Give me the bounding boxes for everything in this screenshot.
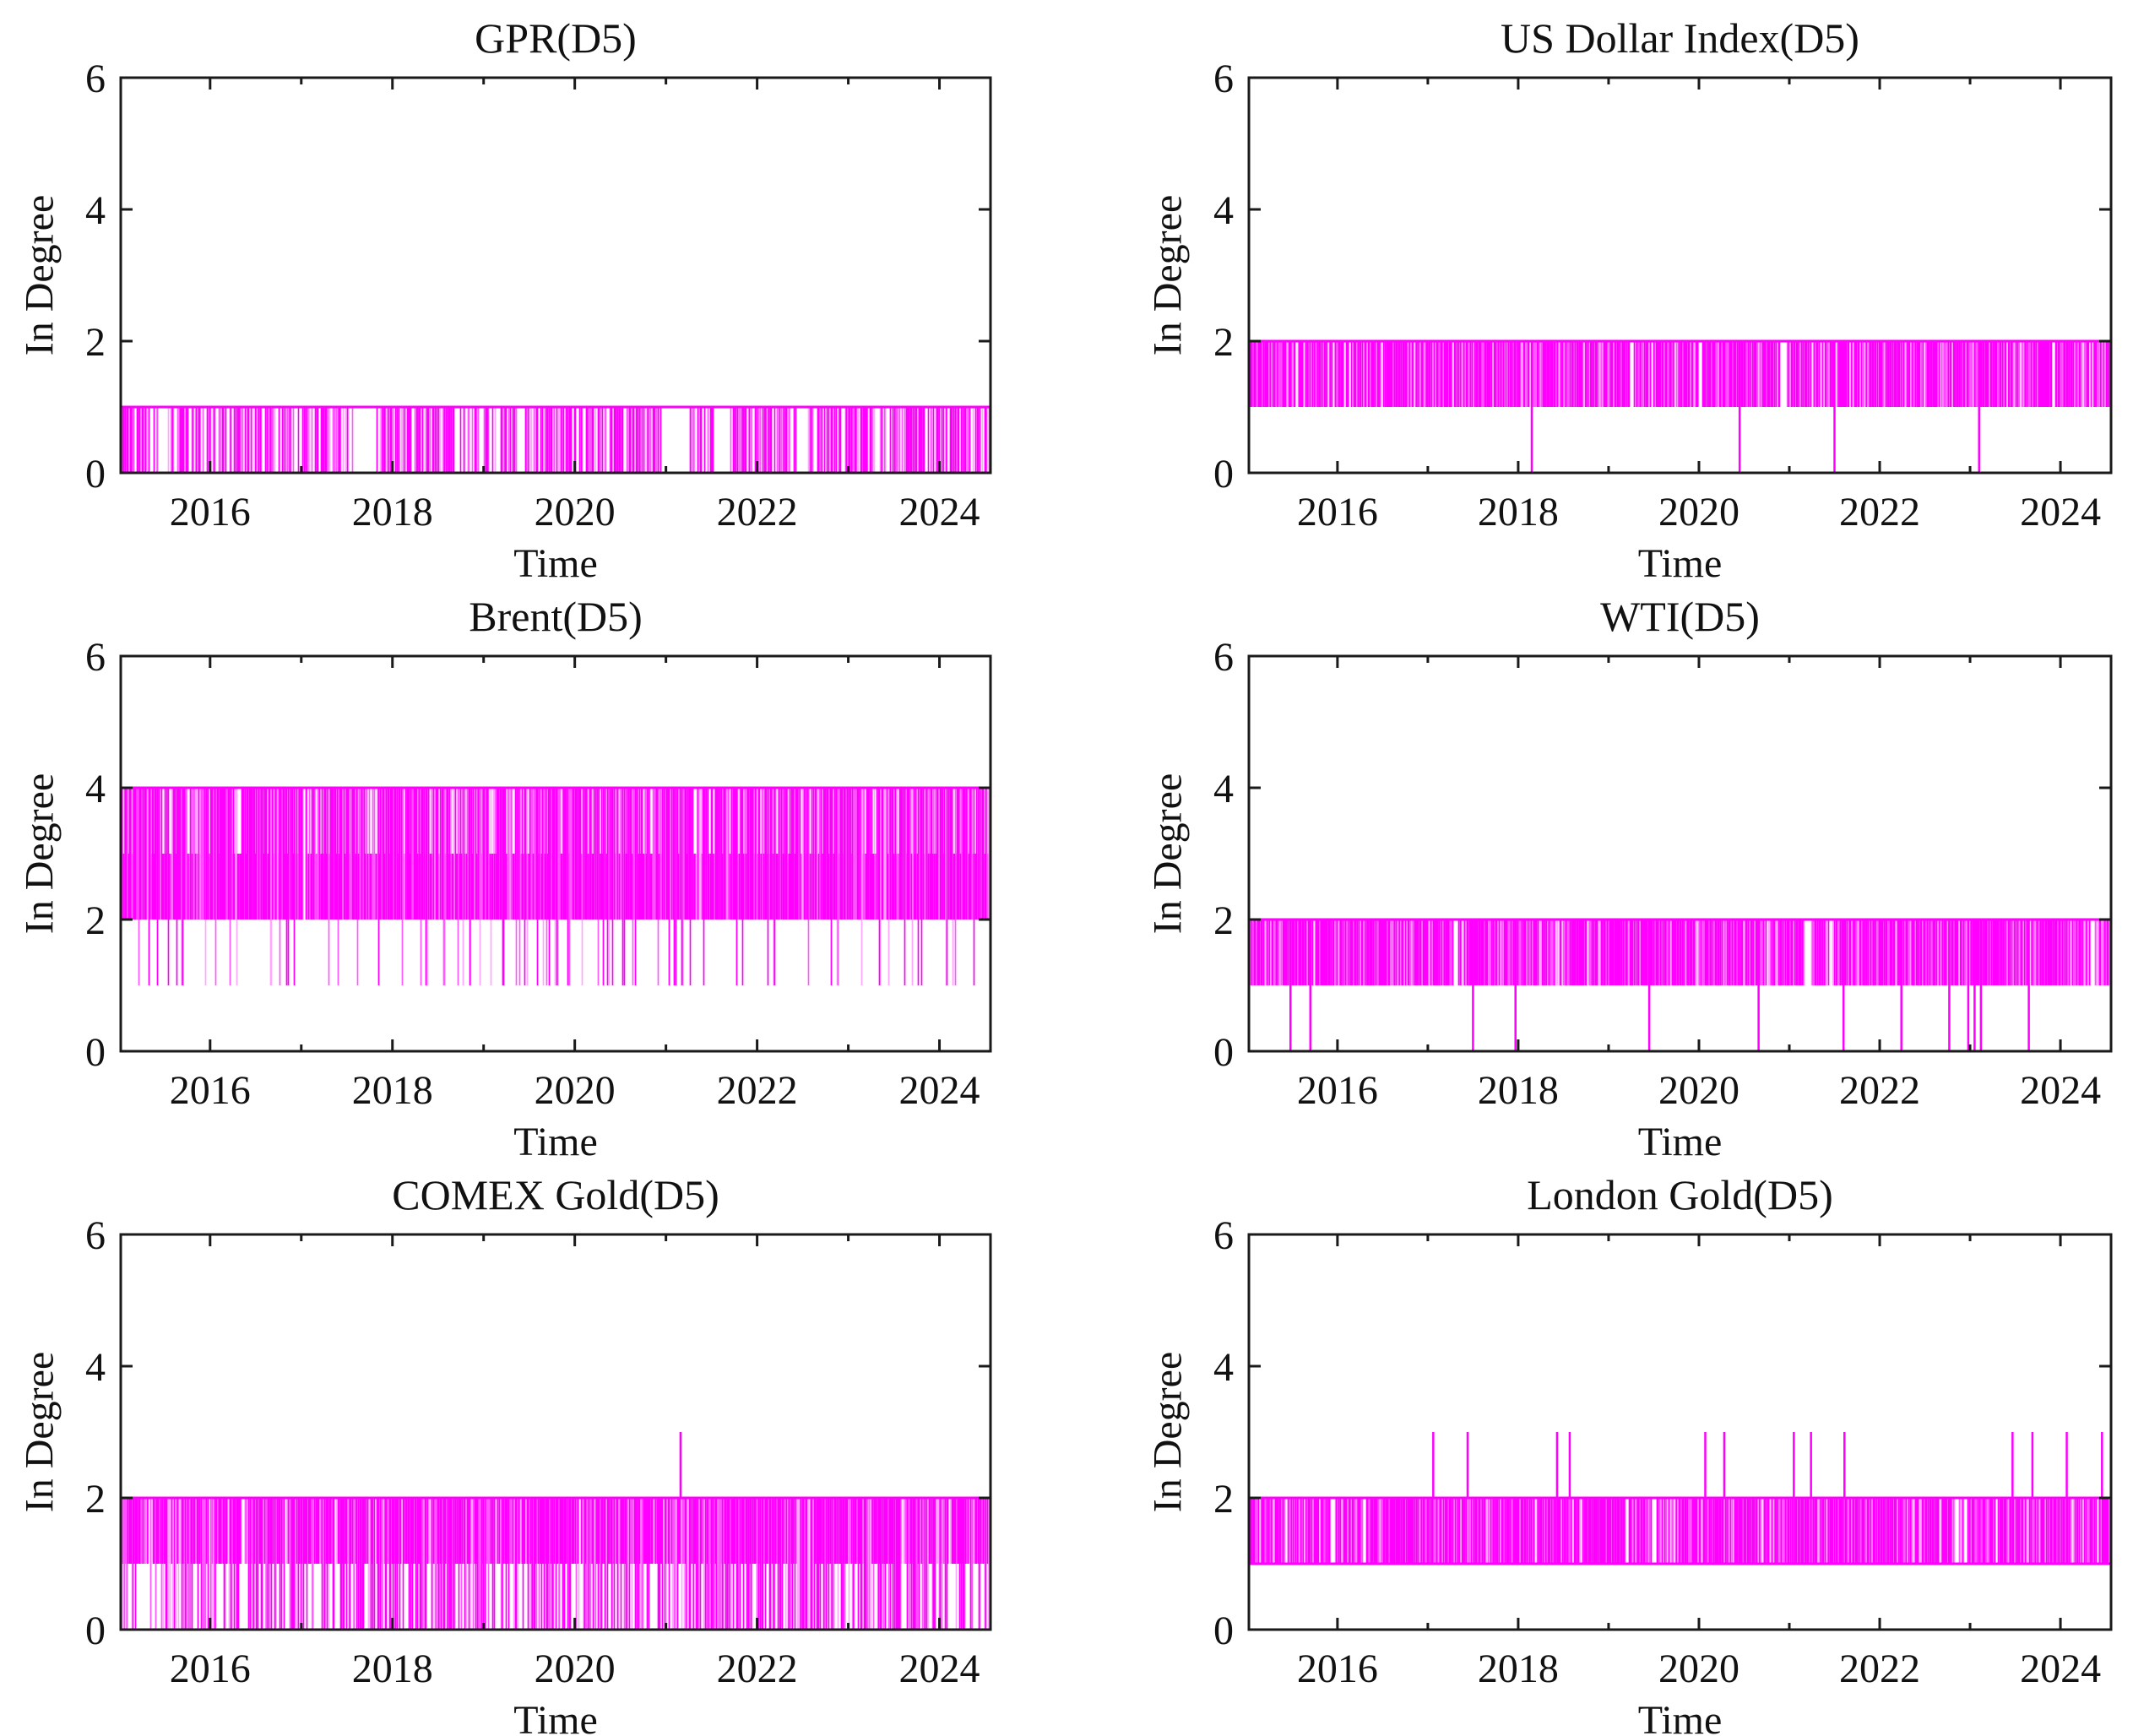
x-tick-label: 2022 [717,1646,798,1691]
plot-canvas-brent: 2016 2018 2020 2022 2024 0 2 4 6 [85,635,992,1113]
y-tick-label: 6 [85,57,106,101]
plot-canvas-comex-gold: 2016 2018 2020 2022 2024 0 2 4 6 [85,1213,992,1691]
y-tick-label: 6 [85,635,106,680]
x-tick-label: 2016 [1297,1646,1378,1691]
x-tick-label: 2024 [899,490,980,534]
y-tick-label: 0 [1213,1030,1234,1075]
x-tick-label: 2022 [717,1068,798,1113]
y-tick-label: 4 [1213,1345,1234,1390]
x-tick-label: 2024 [899,1646,980,1691]
x-tick-label: 2020 [535,490,616,534]
y-tick-label: 2 [1213,320,1234,365]
x-tick-label: 2020 [1658,1646,1740,1691]
plot-title: London Gold(D5) [1527,1171,1833,1218]
y-tick-label: 6 [1213,1213,1234,1258]
x-axis-label: Time [1637,541,1723,586]
subplot-gpr-d5: 2016 2018 2020 2022 2024 0 2 4 6 GPR(D5) In Degr… [0,0,1066,586]
x-tick-label: 2016 [170,1068,251,1113]
x-axis-label: Time [513,1120,598,1164]
y-tick-label: 2 [1213,898,1234,943]
x-tick-label: 2020 [535,1646,616,1691]
x-tick-label: 2024 [2020,490,2101,534]
y-tick-label: 0 [1213,1609,1234,1653]
y-tick-label: 6 [1213,57,1234,101]
x-tick-label: 2018 [352,1646,433,1691]
x-tick-label: 2018 [1478,1646,1559,1691]
x-tick-label: 2024 [899,1068,980,1113]
y-tick-label: 2 [1213,1477,1234,1522]
x-tick-label: 2016 [170,1646,251,1691]
x-tick-label: 2024 [2020,1068,2101,1113]
y-axis-label: In Degree [17,1351,62,1513]
x-tick-label: 2022 [1839,1068,1920,1113]
y-tick-label: 4 [1213,767,1234,811]
x-tick-label: 2016 [1297,490,1378,534]
x-tick-label: 2016 [1297,1068,1378,1113]
subplot-wti-d5: 2016 2018 2020 2022 2024 0 2 4 6 WTI(D5) In Degr… [1066,578,2133,1164]
y-axis-label: In Degree [1145,194,1191,356]
plot-canvas-wti: 2016 2018 2020 2022 2024 0 2 4 6 [1213,635,2113,1113]
y-tick-label: 2 [85,320,106,365]
y-tick-label: 4 [85,767,106,811]
x-tick-label: 2016 [170,490,251,534]
x-tick-label: 2022 [1839,490,1920,534]
x-tick-label: 2020 [535,1068,616,1113]
subplot-comex-gold-d5: 2016 2018 2020 2022 2024 0 2 4 6 COMEX Gold(D5) … [0,1157,1066,1736]
y-tick-label: 0 [85,452,106,496]
plot-title: GPR(D5) [475,14,637,62]
x-tick-label: 2020 [1658,1068,1740,1113]
plot-title: US Dollar Index(D5) [1501,14,1859,62]
y-tick-label: 2 [85,898,106,943]
y-axis-label: In Degree [1145,773,1191,935]
plot-title: WTI(D5) [1600,593,1760,640]
plot-title: COMEX Gold(D5) [392,1171,719,1218]
x-tick-label: 2018 [1478,1068,1559,1113]
subplot-usd-index-d5: 2016 2018 2020 2022 2024 0 2 4 6 US Dollar Index… [1066,0,2133,586]
y-tick-label: 4 [85,188,106,233]
y-tick-label: 4 [1213,188,1234,233]
x-tick-label: 2018 [352,1068,433,1113]
x-tick-label: 2020 [1658,490,1740,534]
y-tick-label: 6 [1213,635,1234,680]
x-tick-label: 2024 [2020,1646,2101,1691]
y-tick-label: 2 [85,1477,106,1522]
y-axis-label: In Degree [17,773,62,935]
subplot-brent-d5: 2016 2018 2020 2022 2024 0 2 4 6 Brent(D5) In De… [0,578,1066,1164]
subplot-london-gold-d5: 2016 2018 2020 2022 2024 0 2 4 6 London Gold(D5)… [1066,1157,2133,1736]
x-tick-label: 2022 [717,490,798,534]
y-tick-label: 4 [85,1345,106,1390]
plot-title: Brent(D5) [469,593,643,640]
plot-canvas-london-gold: 2016 2018 2020 2022 2024 0 2 4 6 [1213,1213,2113,1691]
x-axis-label: Time [1637,1120,1723,1164]
y-axis-label: In Degree [1145,1351,1191,1513]
plot-canvas-usd-index: 2016 2018 2020 2022 2024 0 2 4 6 [1213,57,2113,534]
y-axis-label: In Degree [17,194,62,356]
x-tick-label: 2022 [1839,1646,1920,1691]
x-tick-label: 2018 [352,490,433,534]
x-tick-label: 2018 [1478,490,1559,534]
y-tick-label: 0 [85,1030,106,1075]
y-tick-label: 6 [85,1213,106,1258]
plot-canvas-gpr: 2016 2018 2020 2022 2024 0 2 4 6 [85,57,992,534]
x-axis-label: Time [513,541,598,586]
y-tick-label: 0 [1213,452,1234,496]
y-tick-label: 0 [85,1609,106,1653]
x-axis-label: Time [1637,1698,1723,1736]
x-axis-label: Time [513,1698,598,1736]
